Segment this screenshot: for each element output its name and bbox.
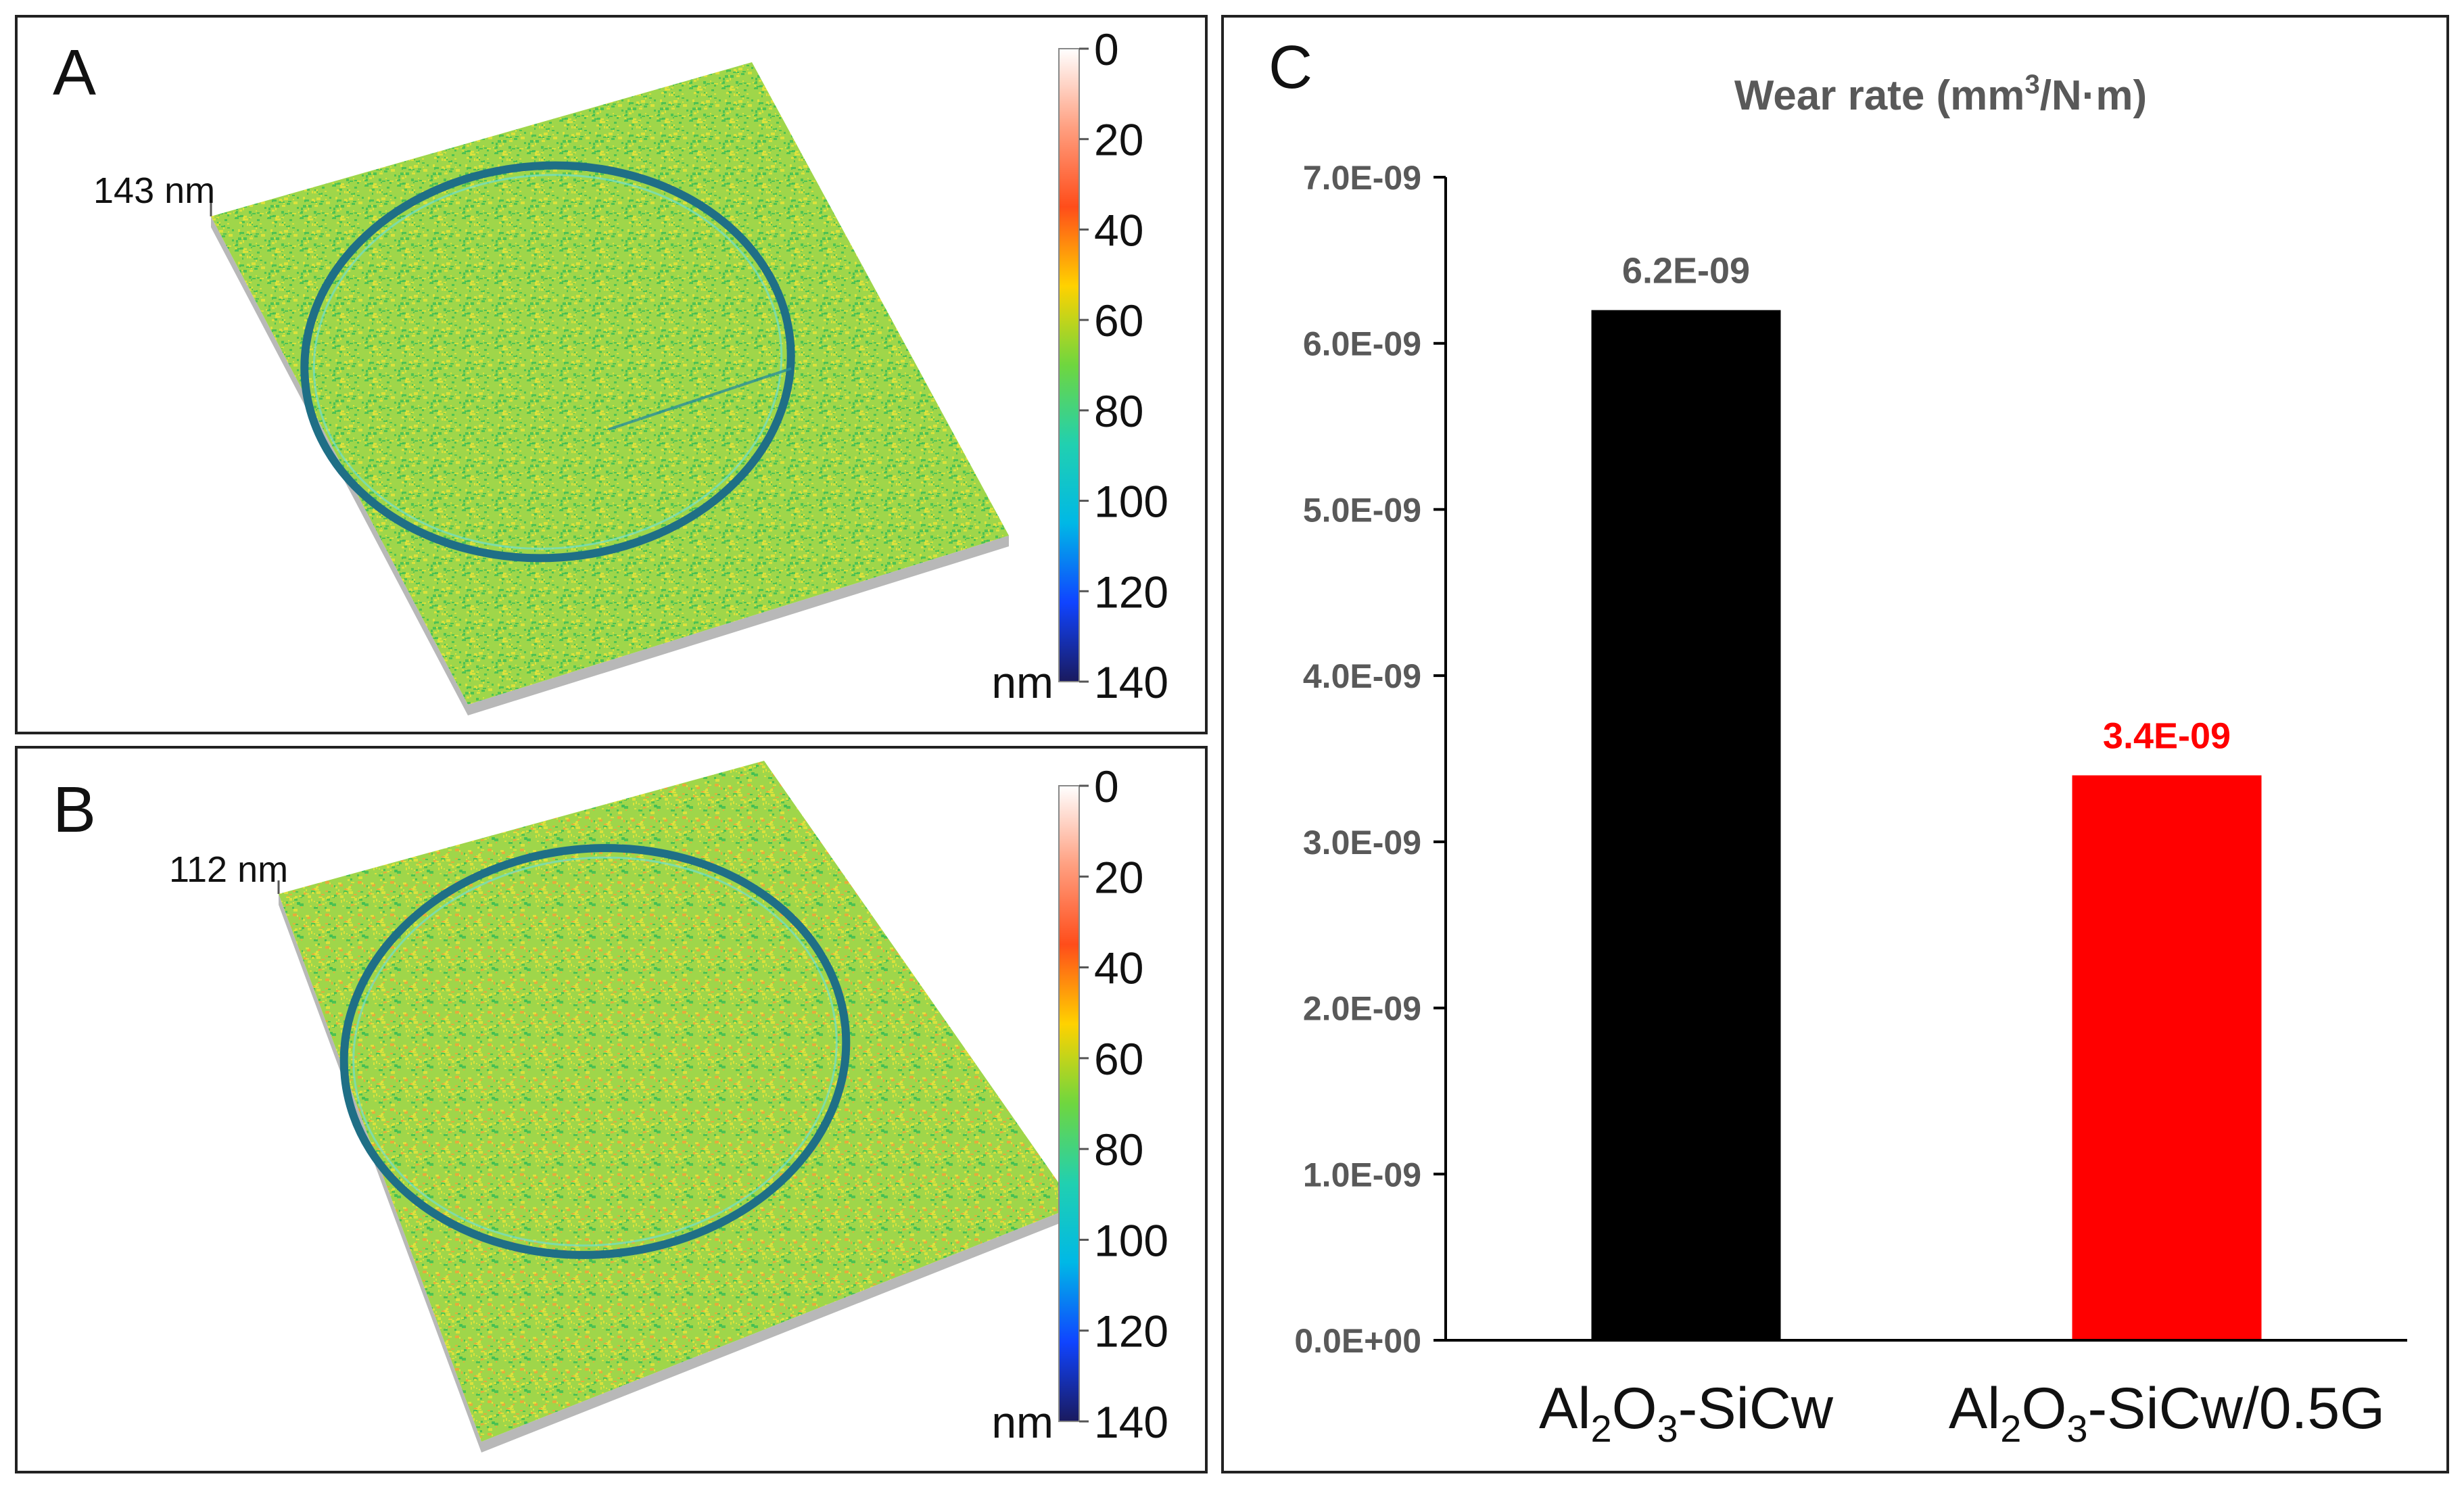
colorbar-tick-label: 100 (1094, 1215, 1168, 1265)
panel-b: B 112 nm 0 20 40 60 80 100 120 140 nm (15, 746, 1208, 1473)
panel-c: C Wear rate (mm3/N·m) 0.0E+00 1.0E-09 2.0E… (1221, 15, 2449, 1473)
colorbar-tick-label: 120 (1094, 567, 1168, 617)
y-tick-label: 7.0E-09 (1303, 159, 1421, 197)
y-tick-label: 4.0E-09 (1303, 657, 1421, 695)
colorbar-tick-label: 100 (1094, 477, 1168, 527)
panel-b-wear-track (339, 844, 851, 1259)
y-tick-label: 3.0E-09 (1303, 824, 1421, 861)
panel-b-wear-track-inner (352, 856, 838, 1247)
bars: 6.2E-09 3.4E-09 (1591, 251, 2262, 1341)
bar (1591, 310, 1781, 1341)
colorbar-tick-label: 140 (1094, 1397, 1168, 1447)
y-tick-label: 5.0E-09 (1303, 491, 1421, 529)
panel-b-height-label: 112 nm (169, 849, 288, 890)
colorbar-tick-label: 80 (1094, 386, 1143, 436)
panel-a: A 143 nm 0 20 40 60 80 100 120 140 nm (15, 15, 1208, 734)
x-axis: Al2O3-SiCw Al2O3-SiCw/0.5G (1446, 1339, 2407, 1450)
panel-b-letter: B (53, 774, 96, 846)
colorbar-tick-label: 0 (1094, 24, 1119, 74)
panel-c-letter: C (1269, 34, 1312, 101)
panel-a-letter: A (53, 37, 96, 109)
bar (2072, 775, 2262, 1340)
panel-a-colorbar: 0 20 40 60 80 100 120 140 nm (991, 24, 1168, 707)
panel-b-colorbar: 0 20 40 60 80 100 120 140 nm (991, 761, 1168, 1447)
bar-data-label: 3.4E-09 (2103, 716, 2231, 757)
bar-data-label: 6.2E-09 (1622, 251, 1750, 291)
colorbar-strip (1058, 785, 1080, 1422)
panel-a-surface (211, 62, 1009, 705)
x-category-label: Al2O3-SiCw/0.5G (1949, 1376, 2385, 1450)
y-axis: 0.0E+00 1.0E-09 2.0E-09 3.0E-09 4.0E-09 5.0E-… (1294, 159, 1447, 1360)
colorbar-tick-label: 140 (1094, 657, 1168, 707)
colorbar-unit: nm (991, 657, 1053, 707)
colorbar-tick-label: 60 (1094, 296, 1143, 346)
colorbar-tick-label: 120 (1094, 1306, 1168, 1356)
panel-a-height-label: 143 nm (93, 170, 215, 211)
colorbar-tick-label: 40 (1094, 943, 1143, 993)
colorbar-unit: nm (991, 1397, 1053, 1447)
colorbar-strip (1058, 48, 1080, 682)
colorbar-tick-label: 20 (1094, 115, 1143, 165)
panel-a-wear-track (300, 161, 795, 563)
colorbar-tick-label: 40 (1094, 205, 1143, 255)
x-category-label: Al2O3-SiCw (1539, 1376, 1834, 1450)
bar-chart: 0.0E+00 1.0E-09 2.0E-09 3.0E-09 4.0E-09 5.0E-… (1294, 159, 2407, 1450)
panel-c-frame (1221, 15, 2449, 1473)
panel-a-wear-track-inner (312, 174, 783, 550)
colorbar-tick-label: 0 (1094, 761, 1119, 811)
y-tick-label: 1.0E-09 (1303, 1156, 1421, 1194)
chart-title: Wear rate (mm3/N·m) (1734, 70, 2147, 119)
y-tick-label: 6.0E-09 (1303, 325, 1421, 363)
panel-b-surface (279, 761, 1075, 1442)
colorbar-tick-label: 60 (1094, 1034, 1143, 1084)
y-tick-label: 0.0E+00 (1294, 1322, 1421, 1360)
colorbar-tick-label: 20 (1094, 852, 1143, 902)
y-tick-label: 2.0E-09 (1303, 990, 1421, 1028)
colorbar-tick-label: 80 (1094, 1125, 1143, 1175)
panel-a-scratch (608, 367, 792, 431)
